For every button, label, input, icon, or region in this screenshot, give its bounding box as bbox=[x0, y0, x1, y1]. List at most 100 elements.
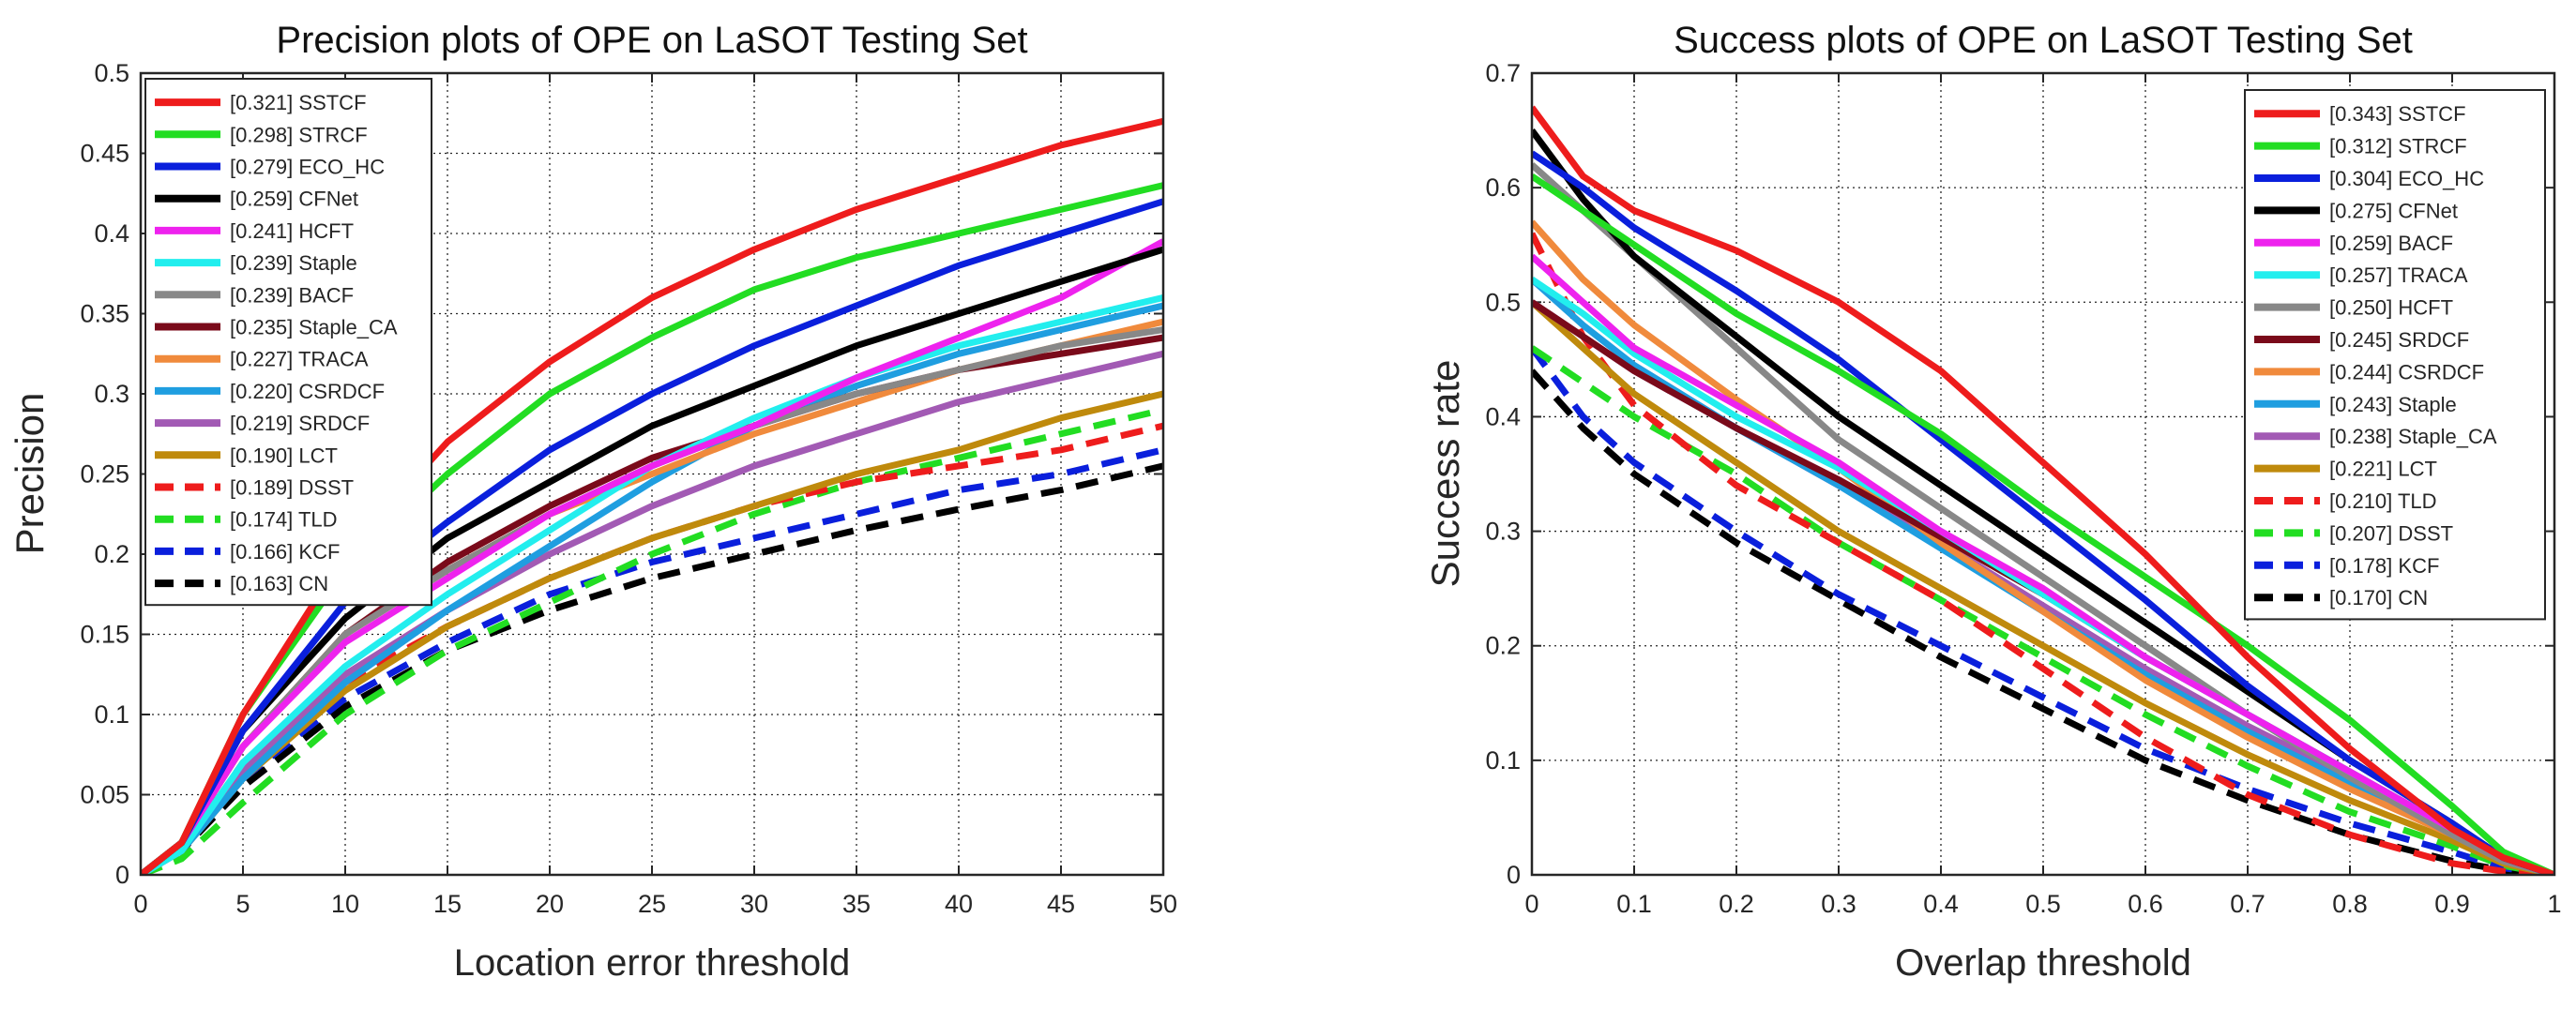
legend-label: [0.243] Staple bbox=[2329, 393, 2457, 416]
legend-label: [0.227] TRACA bbox=[230, 348, 369, 371]
y-tick-label: 0.4 bbox=[94, 219, 129, 248]
x-tick-label: 15 bbox=[433, 890, 462, 918]
legend-label: [0.343] SSTCF bbox=[2329, 102, 2466, 126]
y-tick-label: 0 bbox=[1507, 861, 1521, 889]
x-tick-label: 0.4 bbox=[1923, 890, 1959, 918]
series-line-strcf bbox=[1532, 173, 2554, 875]
legend-label: [0.250] HCFT bbox=[2329, 296, 2453, 320]
series-line-tld bbox=[1532, 232, 2554, 875]
legend-label: [0.219] SRDCF bbox=[230, 412, 370, 435]
series-lines bbox=[1532, 105, 2554, 875]
y-tick-label: 0 bbox=[115, 861, 129, 889]
series-line-eco-hc bbox=[1532, 150, 2554, 875]
y-tick-label: 0.15 bbox=[80, 621, 129, 649]
y-axis-label: Precision bbox=[8, 393, 52, 555]
legend-label: [0.220] CSRDCF bbox=[230, 380, 385, 403]
legend-label: [0.178] KCF bbox=[2329, 554, 2439, 578]
legend-label: [0.275] CFNet bbox=[2329, 199, 2458, 222]
x-tick-label: 0.3 bbox=[1821, 890, 1856, 918]
precision-plot: 0 5 10 15 20 25 30 35 40 45 50 0 0.05 0.1 0.15 0.2 0.25 0… bbox=[8, 20, 1177, 984]
legend: [0.343] SSTCF [0.312] STRCF [0.304] ECO_HC… bbox=[2244, 89, 2546, 621]
success-plot: 0 0.1 0.2 0.3 0.4 0.5 0.6 0.7 0.8 0.9 1 0 0.1 0.2 0.3 0… bbox=[1423, 20, 2562, 984]
legend-label: [0.244] CSRDCF bbox=[2329, 360, 2484, 384]
legend-label: [0.239] Staple bbox=[230, 251, 357, 275]
x-tick-label: 30 bbox=[740, 890, 768, 918]
y-tick-label: 0.6 bbox=[1485, 173, 1521, 202]
series-lines bbox=[141, 117, 1163, 875]
y-tick-label: 0.3 bbox=[94, 380, 129, 408]
y-tick-label: 0.25 bbox=[80, 460, 129, 489]
series-line-sstcf bbox=[141, 117, 1163, 875]
y-tick-label: 0.2 bbox=[1485, 632, 1521, 660]
legend-label: [0.321] SSTCF bbox=[230, 91, 367, 114]
series-line-dsst bbox=[1532, 345, 2554, 875]
legend-label: [0.238] Staple_CA bbox=[2329, 425, 2497, 448]
x-tick-label: 20 bbox=[536, 890, 564, 918]
x-tick-label: 10 bbox=[331, 890, 359, 918]
series-line-kcf bbox=[1532, 346, 2554, 875]
series-line-tld bbox=[141, 406, 1163, 875]
legend-label: [0.190] LCT bbox=[230, 444, 338, 467]
legend-label: [0.245] SRDCF bbox=[2329, 328, 2469, 352]
legend-label: [0.241] HCFT bbox=[230, 219, 354, 243]
legend-label: [0.189] DSST bbox=[230, 476, 354, 500]
legend-label: [0.166] KCF bbox=[230, 540, 340, 564]
y-tick-label: 0.1 bbox=[94, 700, 129, 729]
axes-frame bbox=[139, 71, 1165, 877]
x-tick-label: 25 bbox=[638, 890, 666, 918]
legend-label: [0.170] CN bbox=[2329, 586, 2428, 609]
x-tick-label: 0.2 bbox=[1719, 890, 1754, 918]
legend-label: [0.279] ECO_HC bbox=[230, 156, 385, 179]
chart-title: Success plots of OPE on LaSOT Testing Se… bbox=[1674, 20, 2413, 61]
legend-label: [0.221] LCT bbox=[2329, 458, 2437, 481]
y-tick-label: 0.7 bbox=[1485, 59, 1521, 87]
y-tick-label: 0.3 bbox=[1485, 518, 1521, 546]
x-axis-label: Overlap threshold bbox=[1895, 942, 2191, 984]
series-line-hcft bbox=[141, 238, 1163, 875]
x-tick-label: 0.9 bbox=[2434, 890, 2470, 918]
y-tick-label: 0.5 bbox=[1485, 288, 1521, 316]
y-tick-label: 0.05 bbox=[80, 781, 129, 809]
series-line-eco-hc bbox=[141, 198, 1163, 875]
series-line-srdcf bbox=[141, 350, 1163, 875]
x-tick-label: 0 bbox=[133, 890, 147, 918]
x-axis-label: Location error threshold bbox=[454, 942, 850, 984]
y-tick-label: 0.2 bbox=[94, 540, 129, 568]
series-line-sstcf bbox=[1532, 105, 2554, 875]
legend-label: [0.235] Staple_CA bbox=[230, 316, 398, 339]
x-tick-label: 0.5 bbox=[2025, 890, 2061, 918]
x-tick-label: 0.7 bbox=[2230, 890, 2265, 918]
chart-title: Precision plots of OPE on LaSOT Testing … bbox=[276, 20, 1027, 61]
x-tick-label: 45 bbox=[1047, 890, 1075, 918]
legend-label: [0.312] STRCF bbox=[2329, 135, 2467, 158]
legend-label: [0.207] DSST bbox=[2329, 521, 2453, 545]
x-tick-label: 35 bbox=[842, 890, 871, 918]
y-tick-label: 0.4 bbox=[1485, 402, 1521, 430]
y-tick-label: 0.1 bbox=[1485, 746, 1521, 775]
legend-label: [0.163] CN bbox=[230, 572, 328, 595]
legend-label: [0.239] BACF bbox=[230, 283, 354, 307]
series-line-lct bbox=[1532, 299, 2554, 875]
x-tick-label: 1 bbox=[2547, 890, 2561, 918]
legend-label: [0.304] ECO_HC bbox=[2329, 167, 2484, 190]
x-tick-label: 50 bbox=[1149, 890, 1177, 918]
legend-label: [0.174] TLD bbox=[230, 508, 338, 532]
y-tick-label: 0.45 bbox=[80, 140, 129, 168]
series-line-cn bbox=[141, 462, 1163, 875]
x-tick-label: 40 bbox=[945, 890, 973, 918]
y-tick-label: 0.35 bbox=[80, 300, 129, 328]
axes-frame bbox=[1530, 71, 2556, 877]
legend-label: [0.259] BACF bbox=[2329, 232, 2453, 255]
x-tick-label: 0 bbox=[1524, 890, 1538, 918]
legend-label: [0.210] TLD bbox=[2329, 489, 2437, 513]
legend-label: [0.298] STRCF bbox=[230, 123, 368, 146]
x-tick-label: 0.1 bbox=[1616, 890, 1652, 918]
series-line-csrdcf bbox=[141, 302, 1163, 875]
legend-label: [0.257] TRACA bbox=[2329, 263, 2468, 287]
x-tick-label: 0.8 bbox=[2332, 890, 2368, 918]
x-tick-label: 5 bbox=[235, 890, 250, 918]
series-line-staple bbox=[141, 293, 1163, 875]
y-tick-label: 0.5 bbox=[94, 59, 129, 87]
legend-label: [0.259] CFNet bbox=[230, 188, 358, 211]
